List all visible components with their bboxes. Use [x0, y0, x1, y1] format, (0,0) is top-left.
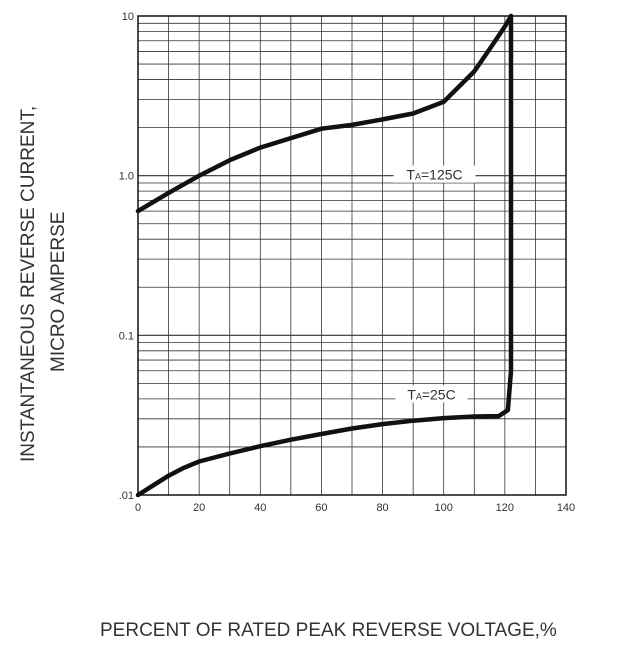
annotation-background — [395, 385, 468, 403]
x-tick-label: 80 — [376, 502, 388, 514]
curve-annotation: TA=25C — [407, 386, 455, 402]
y-tick-label: .01 — [119, 490, 134, 502]
x-axis-label: PERCENT OF RATED PEAK REVERSE VOLTAGE,% — [100, 620, 557, 641]
grid — [138, 16, 566, 495]
y-tick-label: 10 — [122, 11, 134, 23]
annotation-background — [393, 165, 476, 183]
x-tick-label: 100 — [435, 502, 453, 514]
x-tick-label: 40 — [254, 502, 266, 514]
annotations: TA=125C TA=25C — [393, 165, 476, 403]
x-tick-label: 20 — [193, 502, 205, 514]
plot-frame — [137, 15, 567, 496]
y-tick-label: 0.1 — [119, 330, 134, 342]
series-line-ta-25c — [135, 13, 514, 498]
x-tick-label: 0 — [135, 502, 141, 514]
y-axis-label-line-2: MICRO AMPERSE — [48, 211, 69, 372]
tick-labels: 0 20 40 60 80 100 120 140 .01 0.1 1.0 10 — [119, 11, 575, 514]
x-tick-label: 60 — [315, 502, 327, 514]
y-tick-label: 1.0 — [119, 171, 134, 183]
x-tick-label: 140 — [557, 502, 575, 514]
series-line-ta-125c — [135, 13, 514, 214]
curve-annotation: TA=125C — [406, 167, 462, 183]
series-group — [135, 13, 514, 498]
x-tick-label: 120 — [496, 502, 514, 514]
y-axis-label-line-1: INSTANTANEOUS REVERSE CURRENT, — [18, 105, 39, 462]
